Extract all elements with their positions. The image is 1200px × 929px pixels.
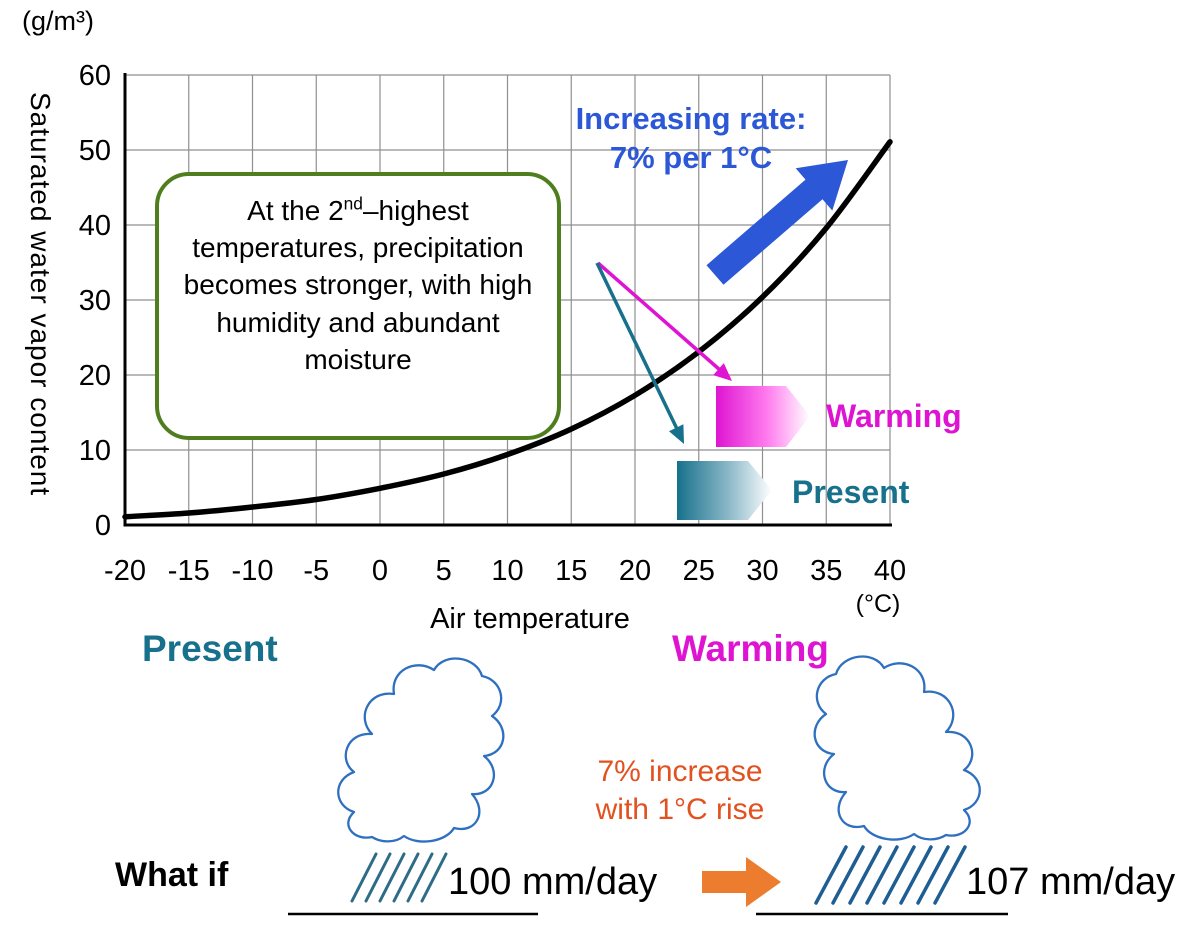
rain-slash [916,845,950,905]
increasing-rate-line1: Increasing rate: [575,101,807,136]
warming-arrow-icon [596,261,732,381]
increasing-rate-annotation: Increasing rate: 7% per 1°C [515,100,867,178]
callout-text-rest: –highest temperatures, precipitation bec… [183,195,533,375]
increase-note: 7% increase with 1°C rise [552,753,808,830]
rain-slash [882,845,916,905]
warming-scenario-label: Warming [672,628,829,669]
x-tick-label: -5 [303,555,329,587]
rain-slash [848,845,882,905]
y-tick-label: 40 [79,210,111,242]
callout-text-prefix: At the 2 [247,195,344,226]
x-tick-label: 25 [683,555,715,587]
y-tick-label: 0 [95,510,111,542]
x-tick-label: 10 [491,555,523,587]
x-tick-label: 20 [619,555,651,587]
x-tick-label: -15 [168,555,210,587]
x-tick-label: -10 [232,555,274,587]
rain-slash [392,852,420,903]
y-axis-unit: (g/m³) [22,6,94,36]
x-tick-label: 40 [874,555,906,587]
y-tick-label: 30 [79,285,111,317]
change-arrow-icon [702,857,781,907]
x-tick-label: 0 [372,555,388,587]
x-tick-label: 15 [555,555,587,587]
y-tick-label: 60 [79,60,111,92]
increasing-rate-line2: 7% per 1°C [609,139,773,175]
rain-slash [814,845,848,905]
present-precipitation-value: 100 mm/day [448,861,658,903]
y-tick-label: 50 [79,135,111,167]
axes [123,73,892,527]
increase-arrow-icon [706,160,848,285]
present-scenario-label: Present [142,628,278,669]
rain-slash [364,852,392,903]
x-tick-label: 5 [436,555,452,587]
warming-precipitation-value: 107 mm/day [966,861,1176,903]
rain-slash [831,845,865,905]
rain-slash [899,845,933,905]
present-label: Present [792,474,910,510]
rain-warming [814,845,967,905]
rain-slash [420,852,448,903]
present-bar [677,461,772,520]
rain-slash [933,845,967,905]
saturation-curve [122,139,893,520]
callout-text-superscript: nd [343,193,363,214]
x-tick-label: 35 [810,555,842,587]
present-cloud-icon [337,657,505,843]
curve [122,139,893,520]
rain-slash [378,852,406,903]
warming-label: Warming [826,398,962,434]
warming-cloud-icon [813,655,981,841]
x-tick-label: 30 [746,555,778,587]
y-axis-title: Saturated water vapor content [25,92,56,497]
x-axis-unit: (°C) [855,590,901,618]
y-tick-label: 20 [79,360,111,392]
what-if-label: What if [115,856,229,894]
explanation-callout: At the 2nd–highest temperatures, precipi… [155,172,561,440]
tick-labels: -20 -15 -10 -5 0 5 10 15 20 25 30 35 40 0 10 20 30 40 50 60 [79,60,906,587]
warming-bar [716,386,810,447]
present-arrow-icon [595,262,684,444]
y-tick-label: 10 [79,435,111,467]
increase-note-line1: 7% increase [597,755,763,788]
increase-note-line2: with 1°C rise [595,793,765,827]
x-tick-label: -20 [104,555,146,587]
rain-slash [350,852,378,903]
rain-slash [865,845,899,905]
x-axis-title: Air temperature [430,603,630,635]
rain-present [350,852,448,903]
rain-slash [406,852,434,903]
